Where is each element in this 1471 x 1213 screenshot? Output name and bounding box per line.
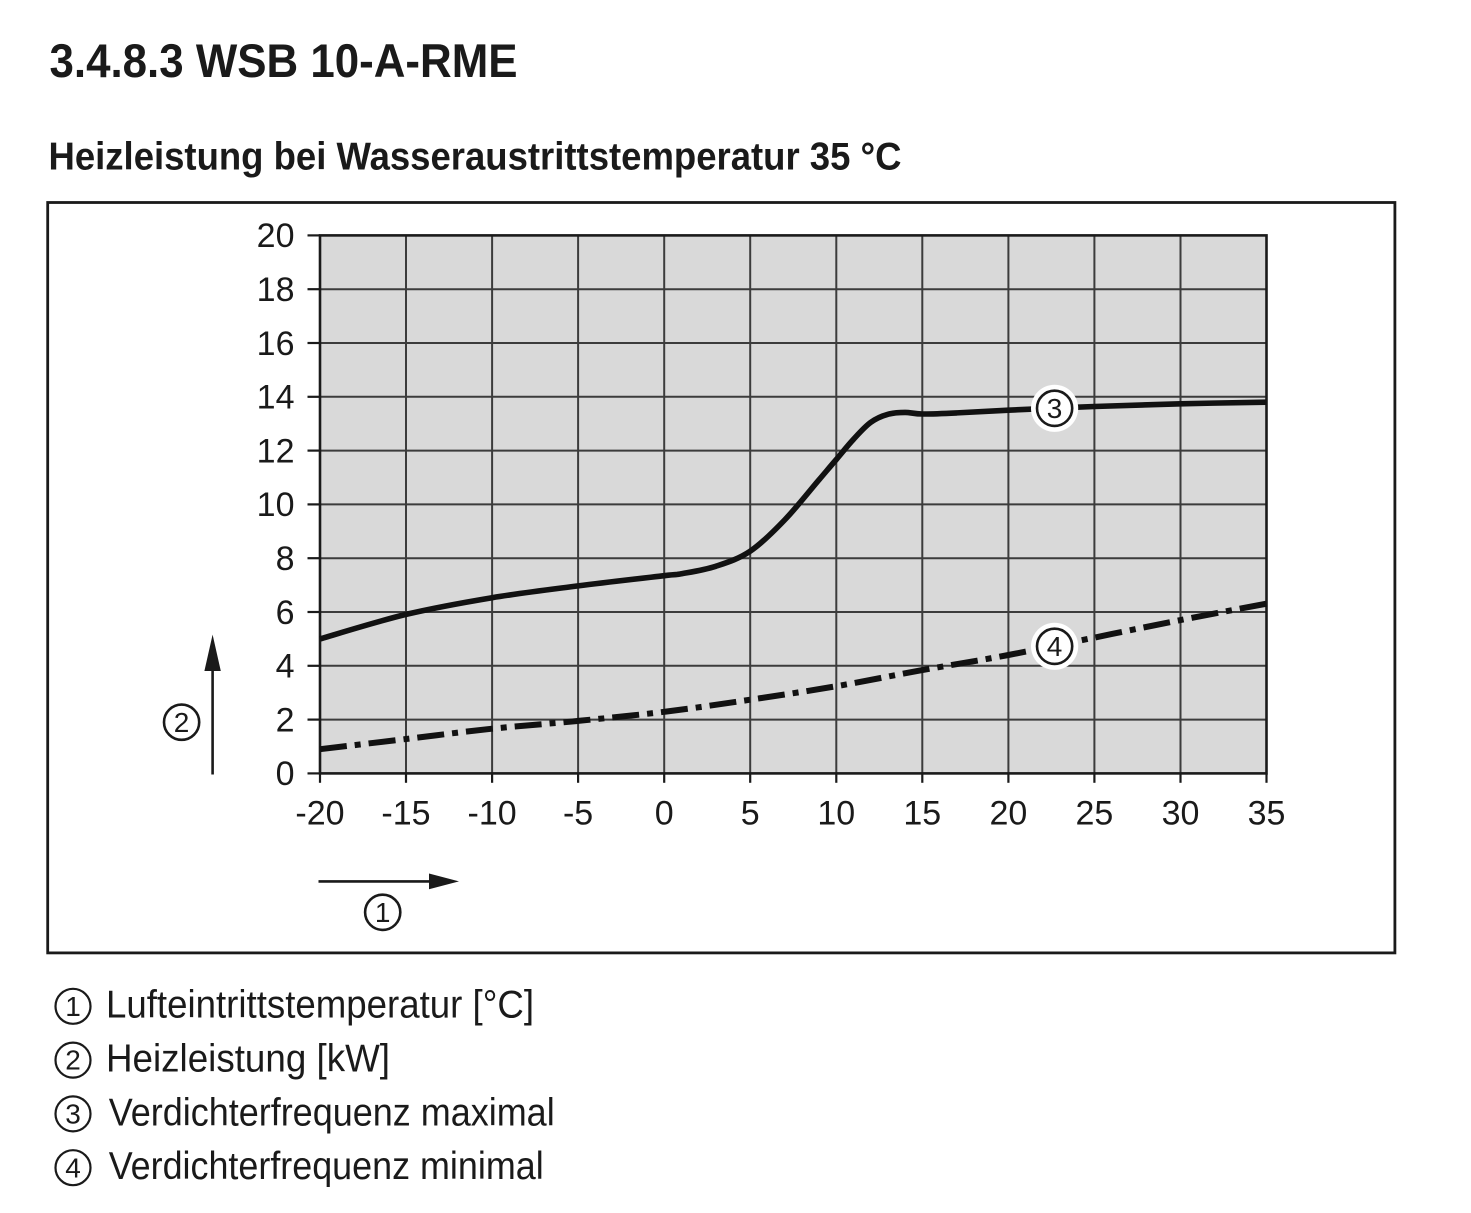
svg-text:2: 2 (276, 701, 295, 739)
svg-text:Verdichterfrequenz minimal: Verdichterfrequenz minimal (109, 1145, 544, 1188)
svg-text:12: 12 (257, 432, 295, 470)
svg-text:Verdichterfrequenz maximal: Verdichterfrequenz maximal (109, 1091, 555, 1134)
svg-text:5: 5 (741, 794, 760, 832)
svg-text:-5: -5 (563, 794, 593, 832)
svg-text:2: 2 (174, 707, 190, 738)
svg-text:Heizleistung [kW]: Heizleistung [kW] (106, 1038, 390, 1081)
svg-text:3: 3 (1047, 393, 1063, 424)
svg-text:-15: -15 (381, 794, 430, 832)
svg-text:6: 6 (276, 594, 295, 632)
svg-text:4: 4 (1047, 631, 1063, 662)
svg-text:3: 3 (65, 1099, 81, 1130)
svg-text:18: 18 (257, 271, 295, 309)
svg-text:8: 8 (276, 540, 295, 578)
svg-text:16: 16 (257, 325, 295, 363)
svg-text:0: 0 (655, 794, 674, 832)
svg-text:4: 4 (276, 648, 295, 686)
svg-text:-20: -20 (295, 794, 344, 832)
svg-text:1: 1 (375, 897, 391, 928)
svg-text:20: 20 (989, 794, 1027, 832)
svg-text:4: 4 (65, 1152, 81, 1183)
svg-text:0: 0 (276, 755, 295, 793)
svg-text:10: 10 (817, 794, 855, 832)
svg-text:1: 1 (65, 991, 81, 1022)
svg-text:Lufteintrittstemperatur [°C]: Lufteintrittstemperatur [°C] (106, 984, 534, 1027)
svg-text:3.4.8.3 WSB 10-A-RME: 3.4.8.3 WSB 10-A-RME (50, 34, 518, 87)
svg-text:2: 2 (65, 1045, 81, 1076)
svg-text:-10: -10 (468, 794, 517, 832)
svg-text:10: 10 (257, 486, 295, 524)
svg-text:20: 20 (257, 217, 295, 255)
svg-text:30: 30 (1162, 794, 1200, 832)
svg-text:15: 15 (903, 794, 941, 832)
svg-text:25: 25 (1075, 794, 1113, 832)
svg-text:35: 35 (1248, 794, 1286, 832)
svg-text:14: 14 (257, 379, 295, 417)
svg-text:Heizleistung bei Wasseraustrit: Heizleistung bei Wasseraustrittstemperat… (49, 135, 902, 178)
